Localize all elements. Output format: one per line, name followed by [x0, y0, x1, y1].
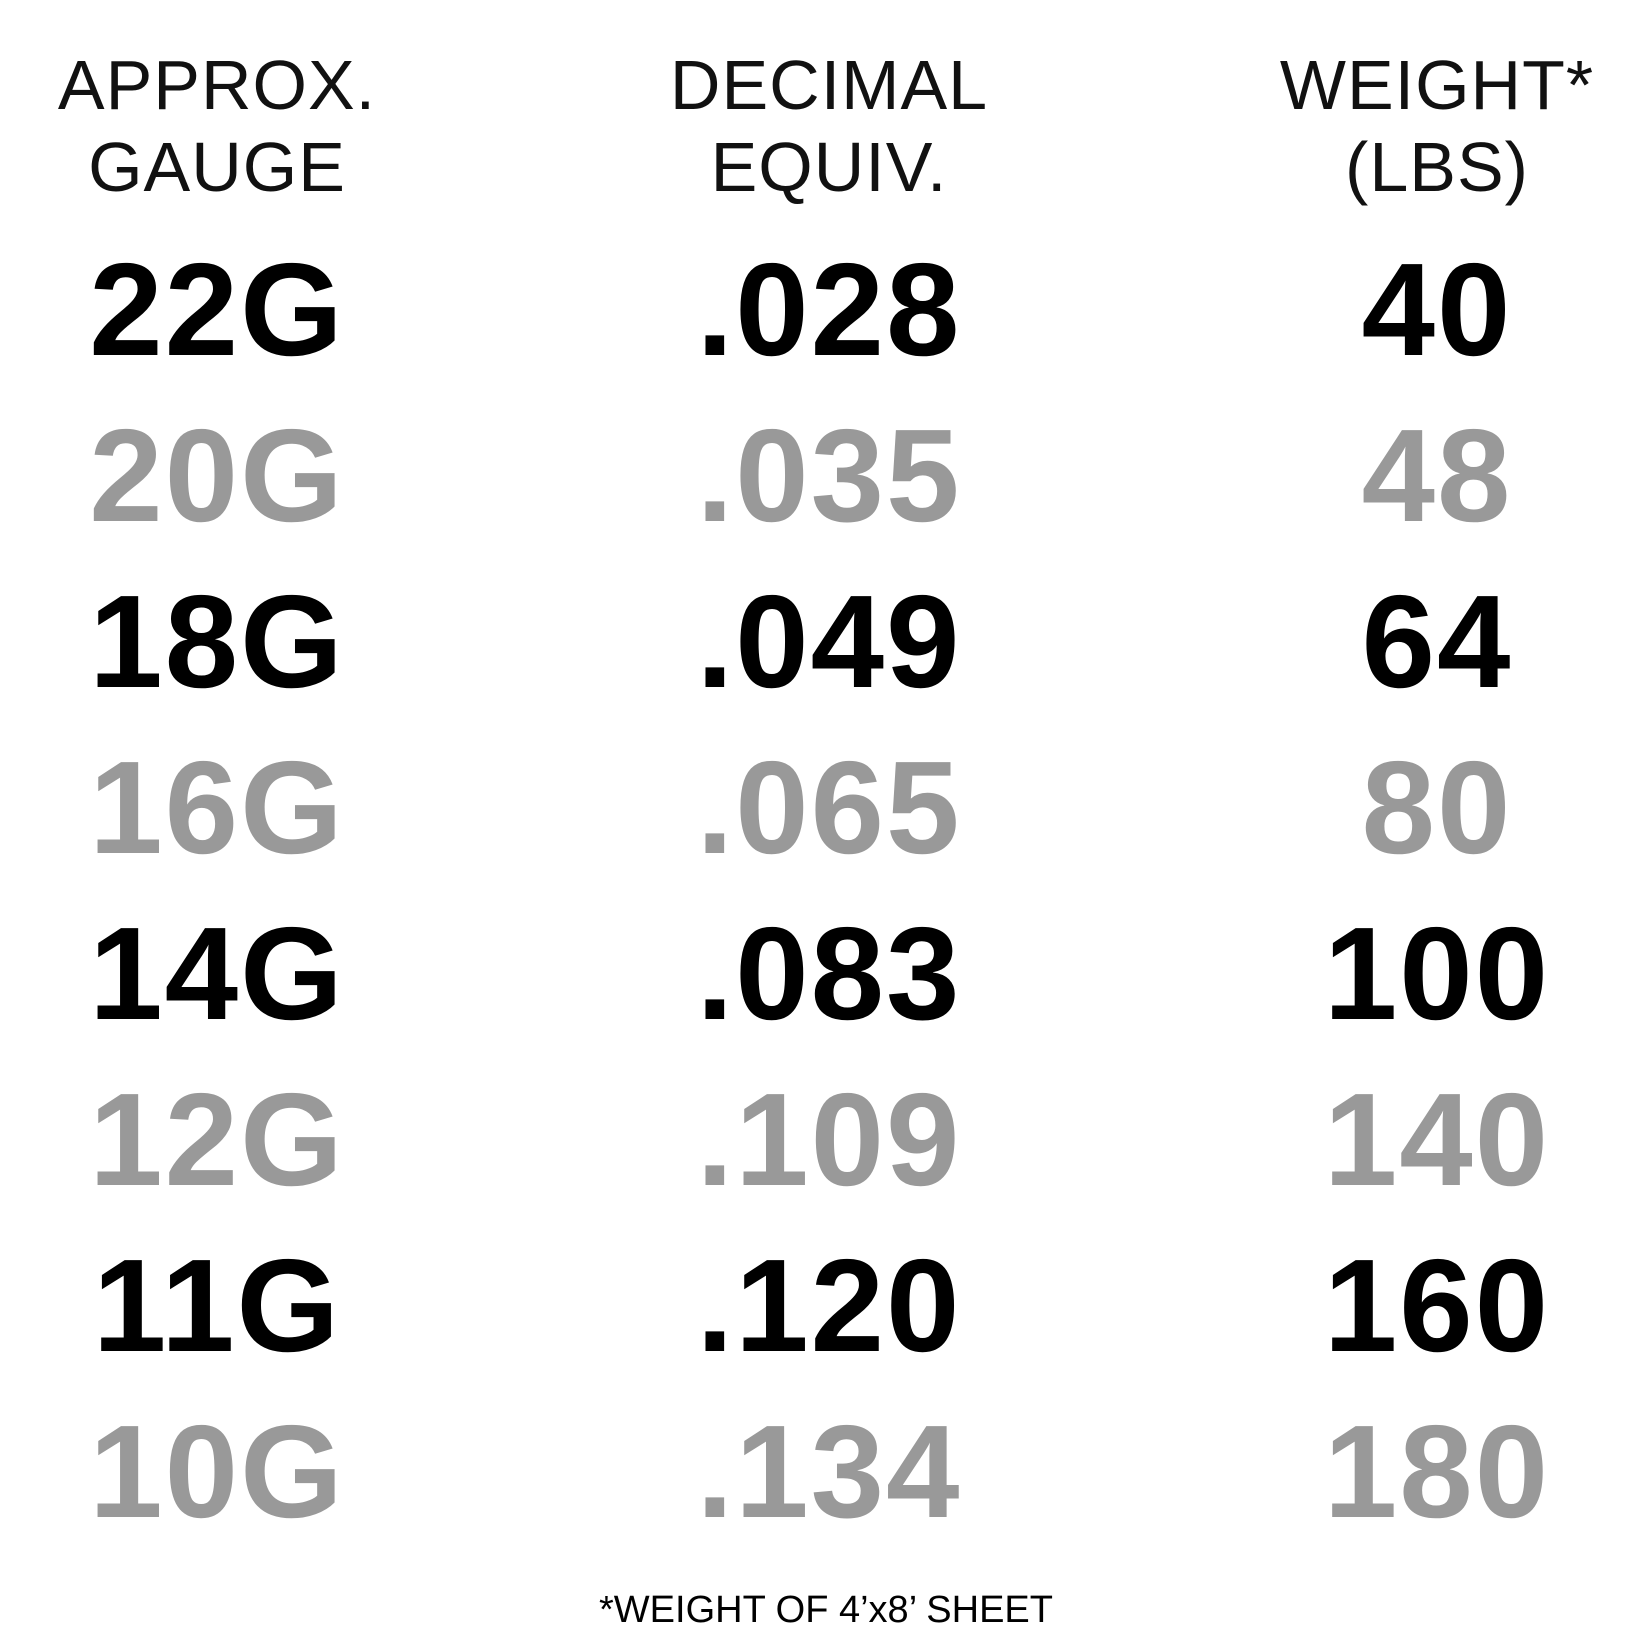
table-cell-gauge: 14G — [89, 900, 345, 1047]
table-cell-gauge: 22G — [89, 236, 345, 383]
table-cell-weight: 64 — [1361, 568, 1513, 715]
table-cell-gauge: 10G — [89, 1398, 345, 1545]
footnote: *WEIGHT OF 4’x8’ SHEET — [599, 1589, 1053, 1631]
table-cell-gauge: 12G — [89, 1066, 345, 1213]
table-cell-decimal: .083 — [696, 900, 962, 1047]
table-cell-weight: 80 — [1361, 734, 1513, 881]
column-header: (LBS) — [1345, 128, 1529, 206]
column-header: GAUGE — [88, 128, 346, 206]
table-cell-weight: 100 — [1323, 900, 1551, 1047]
column-header: DECIMAL — [669, 46, 989, 124]
table-cell-decimal: .134 — [696, 1398, 962, 1545]
table-cell-decimal: .035 — [696, 402, 962, 549]
table-cell-weight: 48 — [1361, 402, 1513, 549]
table-cell-weight: 160 — [1323, 1232, 1551, 1379]
table-cell-decimal: .120 — [696, 1232, 962, 1379]
table-cell-gauge: 18G — [89, 568, 345, 715]
table-cell-decimal: .065 — [696, 734, 962, 881]
column-header: WEIGHT* — [1279, 46, 1595, 124]
table-cell-weight: 140 — [1323, 1066, 1551, 1213]
table-cell-weight: 180 — [1323, 1398, 1551, 1545]
column-header: APPROX. — [57, 46, 377, 124]
table-cell-decimal: .109 — [696, 1066, 962, 1213]
table-cell-weight: 40 — [1361, 236, 1513, 383]
table-cell-gauge: 20G — [89, 402, 345, 549]
table-cell-decimal: .028 — [696, 236, 962, 383]
column-header: EQUIV. — [710, 128, 948, 206]
table-cell-gauge: 11G — [92, 1232, 342, 1379]
table-cell-decimal: .049 — [696, 568, 962, 715]
table-cell-gauge: 16G — [89, 734, 345, 881]
